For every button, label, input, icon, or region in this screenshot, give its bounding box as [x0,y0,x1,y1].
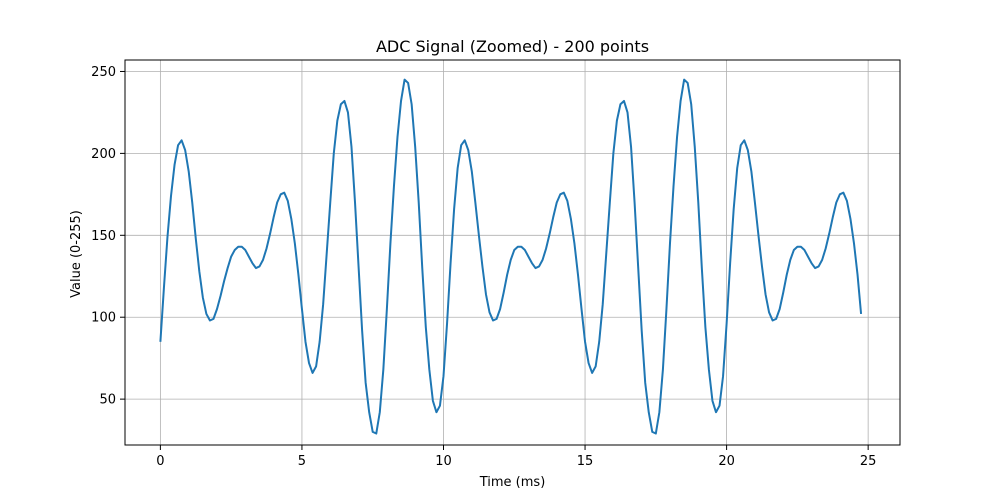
y-tick-label: 250 [91,65,116,80]
x-tick-label: 5 [298,454,306,469]
x-tick-label: 25 [860,454,877,469]
axis-ticks: 0 5 10 15 20 25 50 100 150 200 250 [91,65,876,469]
x-tick-label: 20 [718,454,735,469]
x-tick-label: 0 [156,454,164,469]
y-tick-label: 100 [91,311,116,326]
y-tick-label: 150 [91,229,116,244]
y-axis-label: Value (0-255) [69,210,84,298]
x-tick-label: 10 [435,454,452,469]
y-tick-label: 50 [99,393,116,408]
plot-frame [124,59,901,446]
y-tick-label: 200 [91,147,116,162]
x-axis-label: Time (ms) [479,475,546,490]
x-tick-label: 15 [577,454,594,469]
grid [125,60,900,445]
signal-series-line [159,78,863,435]
plot-area [159,78,863,435]
chart-title: ADC Signal (Zoomed) - 200 points [376,37,649,56]
